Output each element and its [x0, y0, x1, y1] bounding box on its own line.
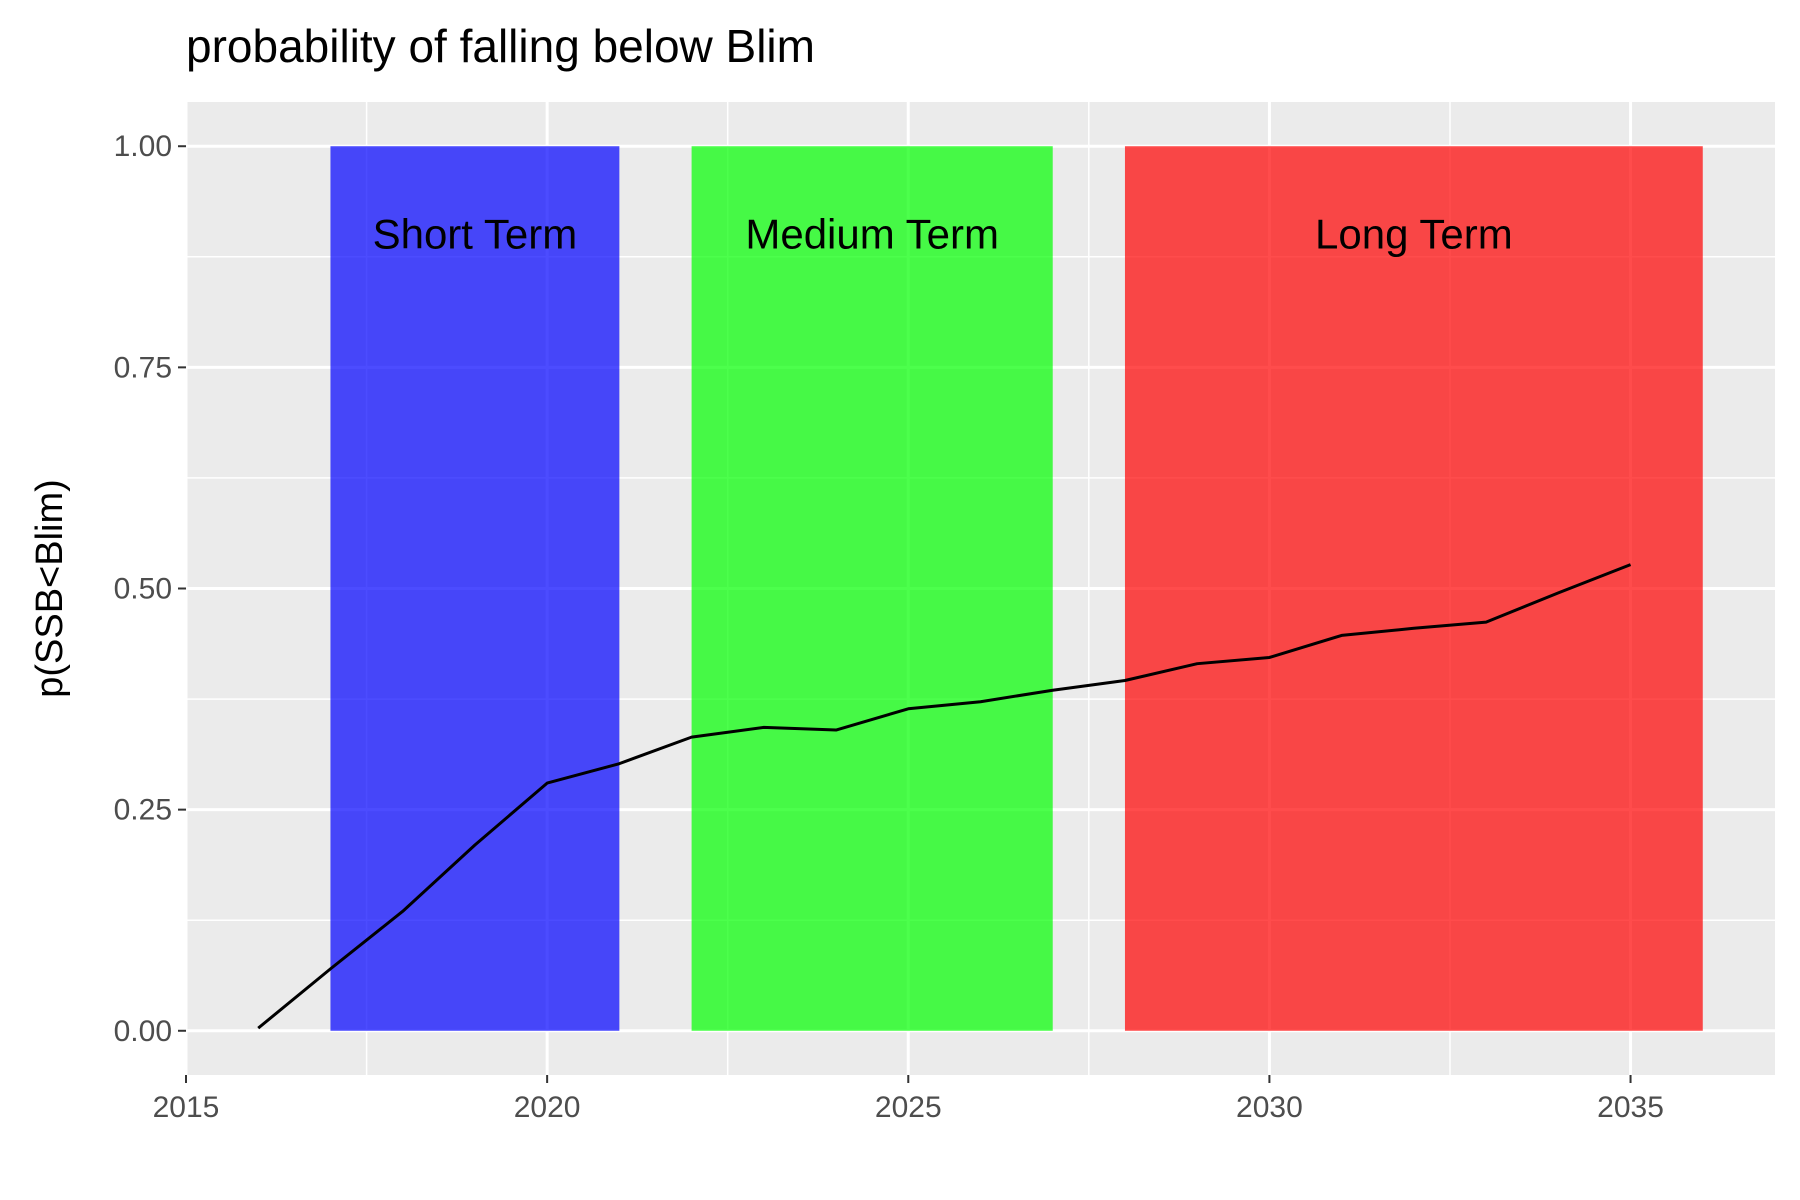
y-tick-label: 0.50 — [114, 573, 172, 606]
y-tick-label: 0.75 — [114, 351, 172, 384]
y-tick-label: 1.00 — [114, 130, 172, 163]
x-tick-label: 2035 — [1597, 1091, 1664, 1124]
y-axis-title: p(SSB<Blim) — [29, 479, 71, 698]
band-label: Long Term — [1315, 211, 1513, 258]
x-tick-label: 2025 — [875, 1091, 942, 1124]
band-label: Short Term — [373, 211, 578, 258]
y-tick-label: 0.25 — [114, 794, 172, 827]
series-lines — [257, 563, 1632, 1030]
band-labels: Short Term Medium Term Long Term — [373, 211, 1513, 258]
band-label: Medium Term — [745, 211, 999, 258]
chart-title: probability of falling below Blim — [186, 20, 815, 72]
band-short-term — [330, 146, 620, 1031]
band-long-term — [1124, 146, 1703, 1031]
y-tick-label: 0.00 — [114, 1015, 172, 1048]
band-medium-term — [691, 146, 1053, 1031]
x-tick-label: 2030 — [1236, 1091, 1303, 1124]
x-tick-label: 2015 — [153, 1091, 220, 1124]
term-bands — [330, 146, 1703, 1031]
x-axis: 2015 2020 2025 2030 2035 — [153, 1075, 1664, 1124]
series-line — [257, 563, 1632, 1030]
x-tick-label: 2020 — [514, 1091, 581, 1124]
y-axis: 0.00 0.25 0.50 0.75 1.00 — [114, 130, 186, 1048]
